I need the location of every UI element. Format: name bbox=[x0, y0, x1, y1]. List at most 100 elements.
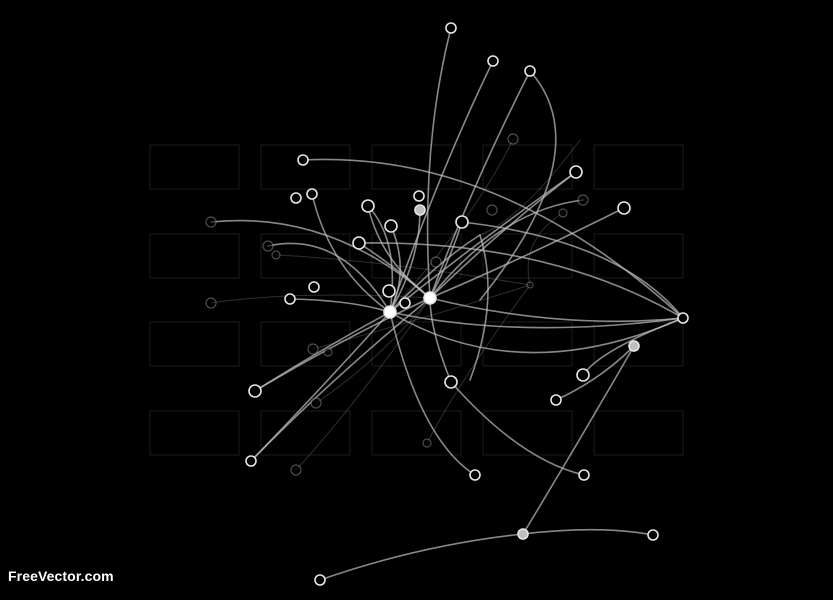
grid-cell bbox=[260, 410, 351, 456]
network-node bbox=[444, 375, 458, 389]
faint-node bbox=[486, 204, 498, 216]
link-layer bbox=[210, 27, 684, 581]
network-link bbox=[429, 171, 577, 299]
network-link bbox=[250, 311, 391, 462]
faint-link bbox=[315, 297, 431, 404]
grid-cell bbox=[149, 410, 240, 456]
grid-cell bbox=[149, 144, 240, 190]
network-node bbox=[550, 394, 562, 406]
network-link bbox=[429, 70, 531, 299]
network-link bbox=[389, 209, 421, 313]
network-node bbox=[517, 528, 529, 540]
faint-link bbox=[275, 254, 531, 286]
network-link bbox=[358, 242, 684, 319]
watermark-text: FreeVector.com bbox=[8, 568, 114, 584]
network-node bbox=[455, 215, 469, 229]
faint-node bbox=[310, 397, 322, 409]
network-link bbox=[426, 27, 452, 299]
node-layer bbox=[245, 22, 689, 586]
network-node bbox=[399, 297, 411, 309]
network-node bbox=[382, 284, 396, 298]
faint-node-layer bbox=[205, 133, 589, 476]
network-node bbox=[578, 469, 590, 481]
grid-cell bbox=[482, 233, 573, 279]
faint-link bbox=[426, 284, 531, 444]
network-link bbox=[311, 193, 391, 313]
network-node bbox=[308, 281, 320, 293]
network-node bbox=[284, 293, 296, 305]
grid-cell bbox=[371, 144, 462, 190]
network-node bbox=[297, 154, 309, 166]
grid-cell bbox=[371, 321, 462, 367]
grid-cell bbox=[593, 410, 684, 456]
network-link bbox=[389, 311, 684, 354]
network-node bbox=[423, 291, 437, 305]
network-link bbox=[479, 70, 557, 301]
faint-link bbox=[527, 212, 564, 286]
grid-cell bbox=[149, 233, 240, 279]
network-link bbox=[469, 234, 489, 381]
network-node bbox=[306, 188, 318, 200]
network-link bbox=[267, 242, 391, 313]
network-link bbox=[289, 298, 391, 313]
faint-node bbox=[271, 250, 281, 260]
grid-cell bbox=[593, 321, 684, 367]
network-node bbox=[383, 305, 397, 319]
network-node bbox=[487, 55, 499, 67]
network-link bbox=[302, 158, 684, 319]
network-link bbox=[254, 311, 391, 392]
network-node bbox=[384, 219, 398, 233]
faint-node bbox=[507, 133, 519, 145]
grid-cell bbox=[482, 321, 573, 367]
faint-node bbox=[577, 194, 589, 206]
faint-link bbox=[389, 138, 514, 313]
faint-link bbox=[479, 139, 581, 236]
network-node bbox=[245, 455, 257, 467]
network-node bbox=[248, 384, 262, 398]
faint-node bbox=[307, 343, 319, 355]
network-link bbox=[522, 528, 654, 536]
faint-link bbox=[295, 297, 431, 471]
grid-cell bbox=[149, 321, 240, 367]
network-node bbox=[445, 22, 457, 34]
network-node bbox=[290, 192, 302, 204]
network-node bbox=[414, 204, 426, 216]
network-node bbox=[628, 340, 640, 352]
network-link bbox=[429, 199, 584, 299]
faint-node bbox=[262, 240, 274, 252]
faint-node bbox=[205, 297, 217, 309]
network-node bbox=[413, 190, 425, 202]
network-link bbox=[254, 297, 431, 392]
faint-node bbox=[422, 438, 432, 448]
grid-cell bbox=[260, 233, 351, 279]
faint-node bbox=[526, 281, 534, 289]
grid-cell bbox=[371, 410, 462, 456]
network-node bbox=[569, 165, 583, 179]
network-node bbox=[617, 201, 631, 215]
network-node bbox=[352, 236, 366, 250]
network-node bbox=[469, 469, 481, 481]
grid-cell bbox=[260, 321, 351, 367]
network-link bbox=[522, 345, 635, 535]
network-link bbox=[319, 533, 524, 581]
network-link bbox=[210, 219, 431, 299]
grid-cell bbox=[482, 410, 573, 456]
network-link bbox=[389, 311, 684, 329]
network-link bbox=[429, 207, 625, 299]
network-link bbox=[450, 381, 585, 476]
network-node bbox=[647, 529, 659, 541]
network-link bbox=[429, 221, 463, 299]
network-node bbox=[524, 65, 536, 77]
network-node bbox=[576, 368, 590, 382]
faint-node bbox=[558, 208, 568, 218]
network-link bbox=[429, 297, 684, 323]
faint-node bbox=[323, 347, 333, 357]
network-link bbox=[555, 345, 635, 401]
grid-cell bbox=[593, 144, 684, 190]
grid-cell bbox=[260, 144, 351, 190]
background-grid bbox=[149, 144, 684, 456]
network-node bbox=[314, 574, 326, 586]
network-node bbox=[677, 312, 689, 324]
network-node bbox=[361, 199, 375, 213]
